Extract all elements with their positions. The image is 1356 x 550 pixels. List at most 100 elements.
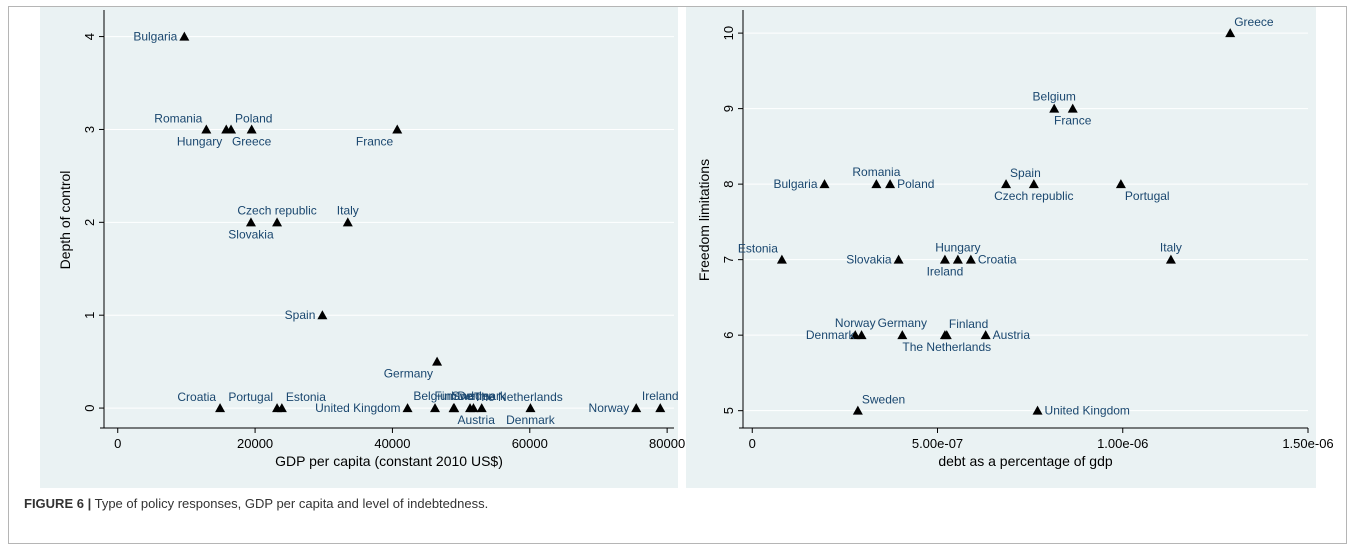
data-point-marker <box>215 403 226 413</box>
x-tick-label: 1.50e-06 <box>1282 436 1333 451</box>
data-point-label: Czech republic <box>994 189 1073 203</box>
data-point-marker <box>245 217 256 227</box>
data-point-marker <box>965 254 976 264</box>
data-point-label: Bulgaria <box>133 30 177 44</box>
data-point-marker <box>1032 405 1043 415</box>
x-tick-label: 80000 <box>649 436 685 451</box>
x-tick-label: 40000 <box>374 436 410 451</box>
data-point-label: Ireland <box>642 389 679 403</box>
figure-caption: FIGURE 6 | Type of policy responses, GDP… <box>24 496 488 511</box>
y-tick-label: 3 <box>82 126 97 133</box>
data-point-label: Ireland <box>927 265 964 279</box>
data-point-marker <box>885 179 896 189</box>
data-point-label: Sweden <box>452 389 495 403</box>
data-point-marker <box>342 217 353 227</box>
y-axis-title: Depth of control <box>57 171 73 270</box>
data-point-label: The Netherlands <box>902 340 991 354</box>
data-point-marker <box>952 254 963 264</box>
data-point-label: The Netherlands <box>474 390 563 404</box>
x-tick-label: 1.00e-06 <box>1097 436 1148 451</box>
data-point-label: Belgium <box>413 389 456 403</box>
data-point-label: Estonia <box>286 390 326 404</box>
data-point-label: Greece <box>1234 15 1274 29</box>
y-tick-label: 5 <box>721 407 736 414</box>
data-point-label: Czech republic <box>237 203 316 217</box>
data-point-label: Denmark <box>806 328 856 342</box>
data-point-marker <box>939 330 950 340</box>
data-point-marker <box>272 217 283 227</box>
data-point-marker <box>1067 103 1078 113</box>
data-point-label: Norway <box>835 316 876 330</box>
data-point-label: Austria <box>458 413 496 427</box>
data-point-marker <box>871 179 882 189</box>
data-point-label: Slovakia <box>228 227 274 241</box>
data-point-label: Bulgaria <box>773 177 817 191</box>
data-point-label: Slovakia <box>846 253 892 267</box>
x-tick-label: 5.00e-07 <box>912 436 963 451</box>
data-point-marker <box>1049 103 1060 113</box>
data-point-label: France <box>1054 114 1092 128</box>
x-axis-title: GDP per capita (constant 2010 US$) <box>275 453 503 469</box>
data-point-marker <box>776 254 787 264</box>
data-point-label: Portugal <box>1125 189 1170 203</box>
data-point-label: Germany <box>384 367 433 381</box>
data-point-label: Croatia <box>978 253 1017 267</box>
data-point-label: United Kingdom <box>1045 404 1130 418</box>
data-point-marker <box>430 403 441 413</box>
data-point-marker <box>226 124 237 134</box>
x-axis-title: debt as a percentage of gdp <box>938 453 1113 469</box>
x-tick-label: 60000 <box>512 436 548 451</box>
data-point-marker <box>980 330 991 340</box>
y-tick-label: 4 <box>82 33 97 40</box>
data-point-label: Hungary <box>935 241 980 255</box>
data-point-label: Sweden <box>862 393 905 407</box>
y-tick-label: 2 <box>82 219 97 226</box>
chart-background-1 <box>686 7 1316 488</box>
data-point-marker <box>1225 28 1236 38</box>
data-point-label: Finland <box>949 317 988 331</box>
data-point-marker <box>179 31 190 41</box>
data-point-label: Poland <box>235 111 272 125</box>
data-point-marker <box>525 403 536 413</box>
data-point-marker <box>276 403 287 413</box>
data-point-label: Germany <box>878 316 927 330</box>
data-point-marker <box>201 124 212 134</box>
y-tick-label: 7 <box>721 256 736 263</box>
data-point-label: Italy <box>337 203 359 217</box>
data-point-marker <box>856 330 867 340</box>
data-point-marker <box>448 403 459 413</box>
data-point-marker <box>392 124 403 134</box>
data-point-marker <box>317 310 328 320</box>
scatter-chart-gdp: 0 1 2 3 4 0 20000 40000 60000 80000 GDP per capita… <box>40 7 1334 488</box>
data-point-label: Portugal <box>228 390 273 404</box>
data-point-label: Denmark <box>506 413 556 427</box>
y-axis-title: Freedom limitations <box>696 159 712 281</box>
data-point-marker <box>1028 179 1039 189</box>
data-point-label: Croatia <box>177 390 216 404</box>
y-tick-label: 10 <box>721 26 736 40</box>
data-point-marker <box>893 254 904 264</box>
data-point-label: Greece <box>232 134 272 148</box>
y-tick-label: 1 <box>82 312 97 319</box>
data-point-marker <box>402 403 413 413</box>
data-point-marker <box>850 330 861 340</box>
y-tick-label: 9 <box>721 105 736 112</box>
data-point-label: Estonia <box>738 242 778 256</box>
data-point-marker <box>631 403 642 413</box>
data-point-marker <box>246 124 257 134</box>
data-point-label: Finland <box>435 389 474 403</box>
charts-container: 0 1 2 3 4 0 20000 40000 60000 80000 GDP per capita… <box>40 6 1334 488</box>
data-point-marker <box>476 403 487 413</box>
data-point-label: Norway <box>589 401 630 415</box>
data-point-marker <box>897 330 908 340</box>
data-point-marker <box>432 356 443 366</box>
caption-label: FIGURE 6 | <box>24 496 92 511</box>
data-point-label: Spain <box>1010 166 1041 180</box>
x-tick-label: 0 <box>749 436 756 451</box>
data-point-label: Denmark <box>457 389 507 403</box>
data-point-label: Poland <box>897 177 934 191</box>
chart-background-0 <box>40 7 678 488</box>
x-tick-label: 20000 <box>237 436 273 451</box>
data-point-label: Spain <box>285 308 316 322</box>
data-point-label: Austria <box>993 328 1031 342</box>
